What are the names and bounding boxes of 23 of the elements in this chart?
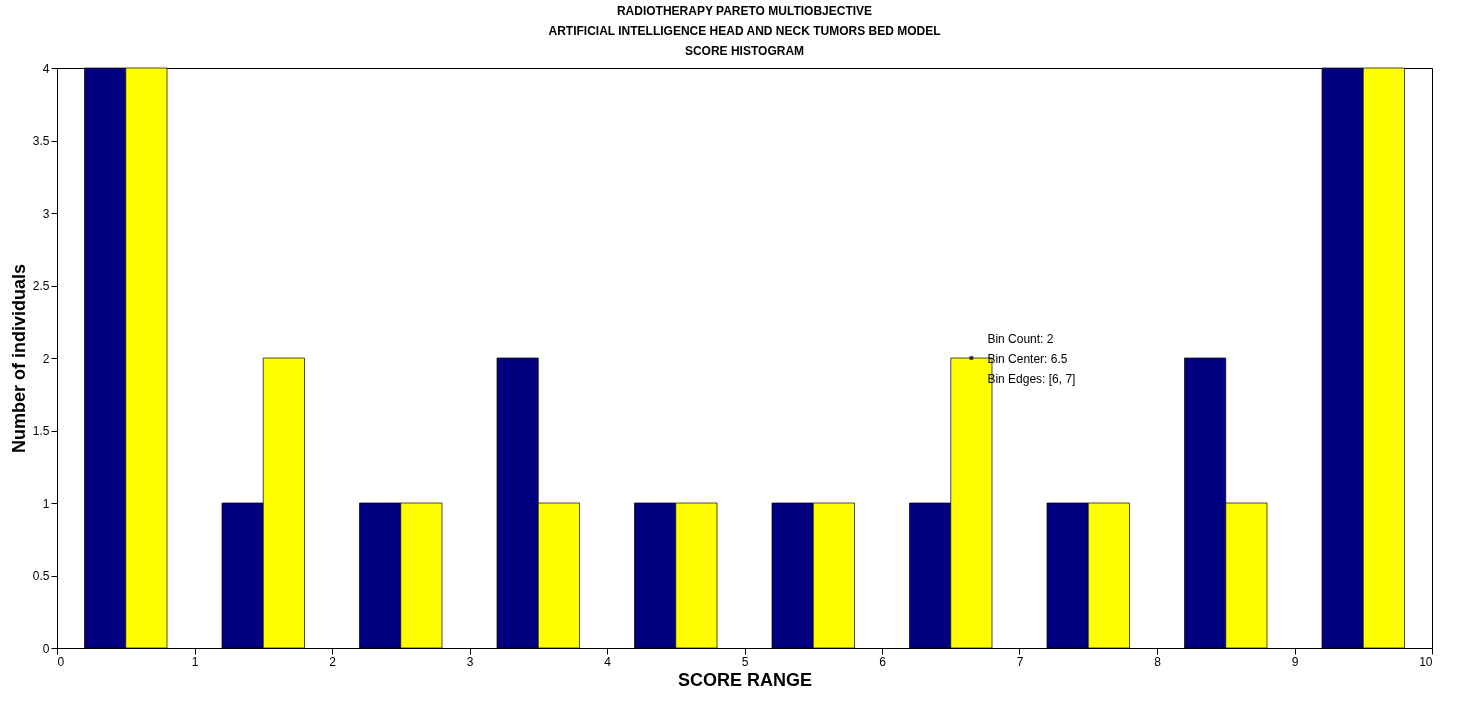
x-tick-label: 7 [1016,654,1024,669]
y-tick-label: 0 [42,641,50,656]
chart-title: RADIOTHERAPY PARETO MULTIOBJECTIVE ARTIFICIAL INTELLIGENCE HEAD AND NECK TUMORS BED MODEL SCORE HISTOGRAM [548,4,941,58]
y-tick-label: 1.5 [32,424,50,438]
y-tick-label: 3 [42,206,50,221]
x-tick-label: 6 [879,654,887,669]
x-tick-label: 2 [329,654,337,669]
x-tick-label: 9 [1291,654,1299,669]
y-axis-title: Number of individuals [8,263,29,454]
x-tick-label: 4 [604,654,612,669]
y-tick-label: 1 [42,496,50,511]
y-tick-label: 2 [42,351,50,366]
y-tick-label: 3.5 [32,134,50,148]
y-tick-label: 0.5 [32,569,50,583]
x-tick-label: 10 [1419,654,1433,669]
x-tick-label: 1 [191,654,199,669]
x-tick-label: 0 [57,654,65,669]
x-axis-title: SCORE RANGE [677,669,813,690]
x-tick-label: 3 [466,654,474,669]
y-tick-label: 2.5 [32,279,50,293]
y-tick-label: 4 [42,61,50,76]
x-tick-label: 8 [1154,654,1162,669]
x-tick-label: 5 [741,654,749,669]
